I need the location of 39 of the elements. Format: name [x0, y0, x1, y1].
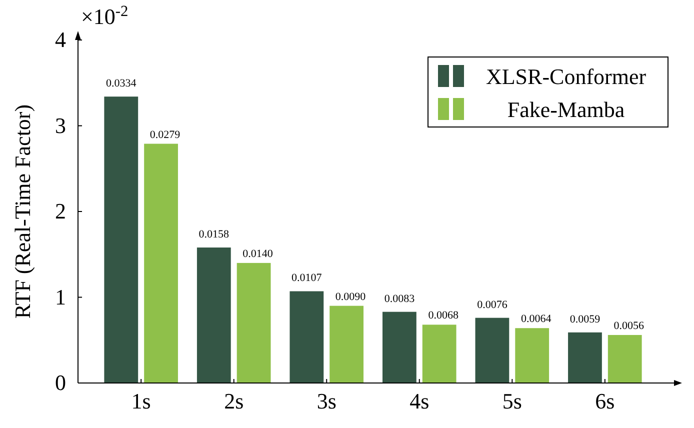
bar	[382, 312, 416, 383]
annotation: 0.0064	[520, 313, 552, 326]
bar	[568, 332, 602, 383]
annotation: 0.0056	[614, 320, 644, 332]
annotation: 0.0083	[384, 292, 416, 305]
annotation: 0.0068	[428, 310, 459, 322]
bar	[104, 96, 138, 383]
x-tick-label: 6s	[595, 388, 615, 414]
annotation: 0.0076	[477, 298, 508, 311]
bar	[330, 306, 364, 383]
bar	[290, 291, 324, 383]
bar	[608, 334, 642, 383]
y-tick-label: 2	[55, 198, 66, 224]
bar	[236, 262, 271, 383]
y-tick-label: 4	[55, 27, 66, 52]
text: ×10$^{-2}$	[81, 2, 128, 29]
y-tick-label: 0	[55, 370, 66, 396]
bar	[475, 318, 510, 383]
x-tick-label: 5s	[502, 388, 522, 414]
annotation: 0.0158	[198, 228, 230, 241]
bar	[422, 324, 456, 383]
annotation: 0.0107	[292, 272, 322, 284]
legend-label: Fake-Mamba	[507, 97, 625, 122]
annotation: 0.0059	[570, 313, 601, 326]
x-tick-label: 4s	[410, 388, 430, 414]
annotation: 0.0279	[150, 128, 181, 141]
bar	[196, 248, 231, 383]
annotation: 0.0090	[335, 290, 366, 303]
x-tick-label: 1s	[131, 388, 151, 414]
x-tick-label: 3s	[316, 388, 336, 414]
y-axis-title: RTF (Real-Time Factor)	[10, 104, 35, 319]
bar	[144, 144, 178, 383]
y-tick-label: 1	[55, 284, 66, 310]
annotation: 0.0140	[242, 248, 274, 260]
annotation: 0.0334	[106, 78, 137, 90]
y-tick-label: 3	[55, 112, 66, 138]
bar	[515, 328, 550, 383]
x-tick-label: 2s	[224, 388, 244, 414]
legend-label: XLSR-Conformer	[486, 64, 647, 89]
